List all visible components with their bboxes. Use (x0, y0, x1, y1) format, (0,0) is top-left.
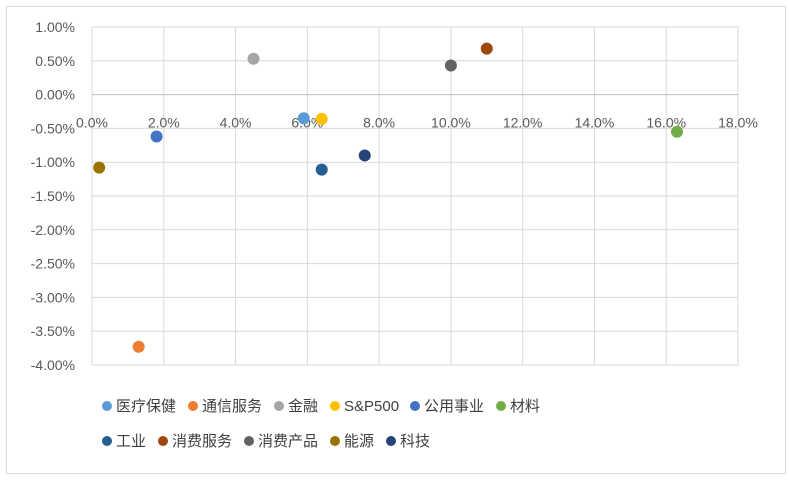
legend-marker (330, 436, 340, 446)
chart-frame (6, 6, 786, 474)
data-point (358, 149, 371, 162)
legend-label: 消费产品 (258, 433, 318, 450)
legend-label: 材料 (510, 398, 540, 415)
legend-marker (410, 401, 420, 411)
legend-marker (158, 436, 168, 446)
y-tick-label: -1.00% (31, 154, 75, 170)
y-tick-label: -2.00% (31, 222, 75, 238)
legend-label: 消费服务 (172, 433, 232, 450)
legend-marker (496, 401, 506, 411)
data-point (150, 130, 163, 143)
legend-marker (102, 401, 112, 411)
data-point (315, 163, 328, 176)
legend-label: 金融 (288, 398, 318, 415)
legend-marker (244, 436, 254, 446)
y-tick-label: -3.50% (31, 323, 75, 339)
y-tick-label: -3.00% (31, 289, 75, 305)
x-tick-label: 14.0% (575, 115, 615, 131)
data-point (444, 59, 457, 72)
y-tick-label: 0.00% (35, 87, 75, 103)
data-points (93, 42, 683, 353)
legend-label: 公用事业 (424, 398, 484, 415)
legend-marker (102, 436, 112, 446)
x-tick-label: 12.0% (503, 115, 543, 131)
y-tick-label: -2.50% (31, 256, 75, 272)
x-tick-label: 4.0% (220, 115, 252, 131)
legend-marker (188, 401, 198, 411)
legend-label: S&P500 (344, 398, 399, 415)
data-point (132, 340, 145, 353)
legend-marker (386, 436, 396, 446)
x-tick-label: 2.0% (148, 115, 180, 131)
data-point (297, 112, 310, 125)
data-point (247, 52, 260, 65)
x-tick-label: 10.0% (431, 115, 471, 131)
x-tick-label: 0.0% (76, 115, 108, 131)
x-tick-label: 18.0% (718, 115, 758, 131)
data-point (93, 161, 106, 174)
y-gridlines (92, 26, 738, 366)
legend-label: 医疗保健 (116, 398, 176, 415)
y-tick-label: -1.50% (31, 188, 75, 204)
legend-label: 能源 (344, 433, 374, 450)
legend-marker (330, 401, 340, 411)
y-tick-label: 0.50% (35, 53, 75, 69)
legend-label: 科技 (400, 433, 430, 450)
y-tick-label: 1.00% (35, 19, 75, 35)
legend-marker (274, 401, 284, 411)
x-tick-label: 8.0% (363, 115, 395, 131)
data-point (480, 42, 493, 55)
y-tick-labels: 1.00% 0.50% 0.00% -0.50% -1.00% -1.50% -2.00% -… (31, 19, 75, 373)
legend-label: 通信服务 (202, 398, 262, 415)
y-tick-label: -4.00% (31, 357, 75, 373)
y-tick-label: -0.50% (31, 120, 75, 136)
legend-label: 工业 (116, 433, 146, 450)
data-point (315, 112, 328, 125)
data-point (670, 125, 683, 138)
